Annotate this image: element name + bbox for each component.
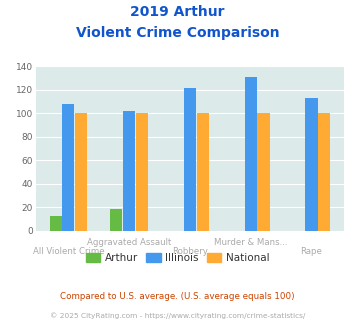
Bar [50,216,62,231]
Text: All Violent Crime: All Violent Crime [33,248,104,256]
Text: Aggravated Assault: Aggravated Assault [87,238,171,247]
Text: Compared to U.S. average. (U.S. average equals 100): Compared to U.S. average. (U.S. average … [60,292,295,301]
Text: 2019 Arthur: 2019 Arthur [130,5,225,19]
Bar [75,113,87,231]
Text: Violent Crime Comparison: Violent Crime Comparison [76,26,279,40]
Bar [305,98,318,231]
Bar [110,209,122,231]
Legend: Arthur, Illinois, National: Arthur, Illinois, National [82,249,273,267]
Bar [257,113,269,231]
Text: Murder & Mans...: Murder & Mans... [214,238,288,247]
Bar [62,104,75,231]
Bar [197,113,209,231]
Bar [184,88,196,231]
Text: © 2025 CityRating.com - https://www.cityrating.com/crime-statistics/: © 2025 CityRating.com - https://www.city… [50,312,305,318]
Bar [123,111,135,231]
Text: Robbery: Robbery [172,248,208,256]
Text: Rape: Rape [301,248,322,256]
Bar [136,113,148,231]
Bar [318,113,330,231]
Bar [245,77,257,231]
